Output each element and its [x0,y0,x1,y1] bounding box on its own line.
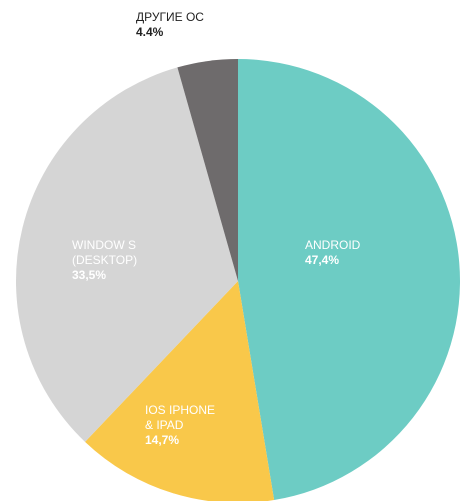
slice-label: IOS IPHONE & IPAD 14,7% [145,403,215,448]
slice-label: WINDOW S (DESKTOP) 33,5% [72,238,137,283]
value-label: 47,4% [305,253,340,267]
pie-slice [16,67,238,442]
slice-label: ANDROID 47,4% [305,238,360,268]
category-label: ДРУГИЕ ОС [136,10,204,24]
category-label: WINDOW S (DESKTOP) [72,238,138,267]
pie-slice [177,59,238,281]
pie-slice [238,59,460,501]
value-label: 14,7% [145,433,180,447]
category-label: IOS IPHONE & IPAD [145,403,216,432]
slice-label: ДРУГИЕ ОС 4.4% [136,10,204,40]
pie-slice [85,281,275,501]
value-label: 33,5% [72,268,107,282]
category-label: ANDROID [305,238,361,252]
value-label: 4.4% [136,25,164,39]
